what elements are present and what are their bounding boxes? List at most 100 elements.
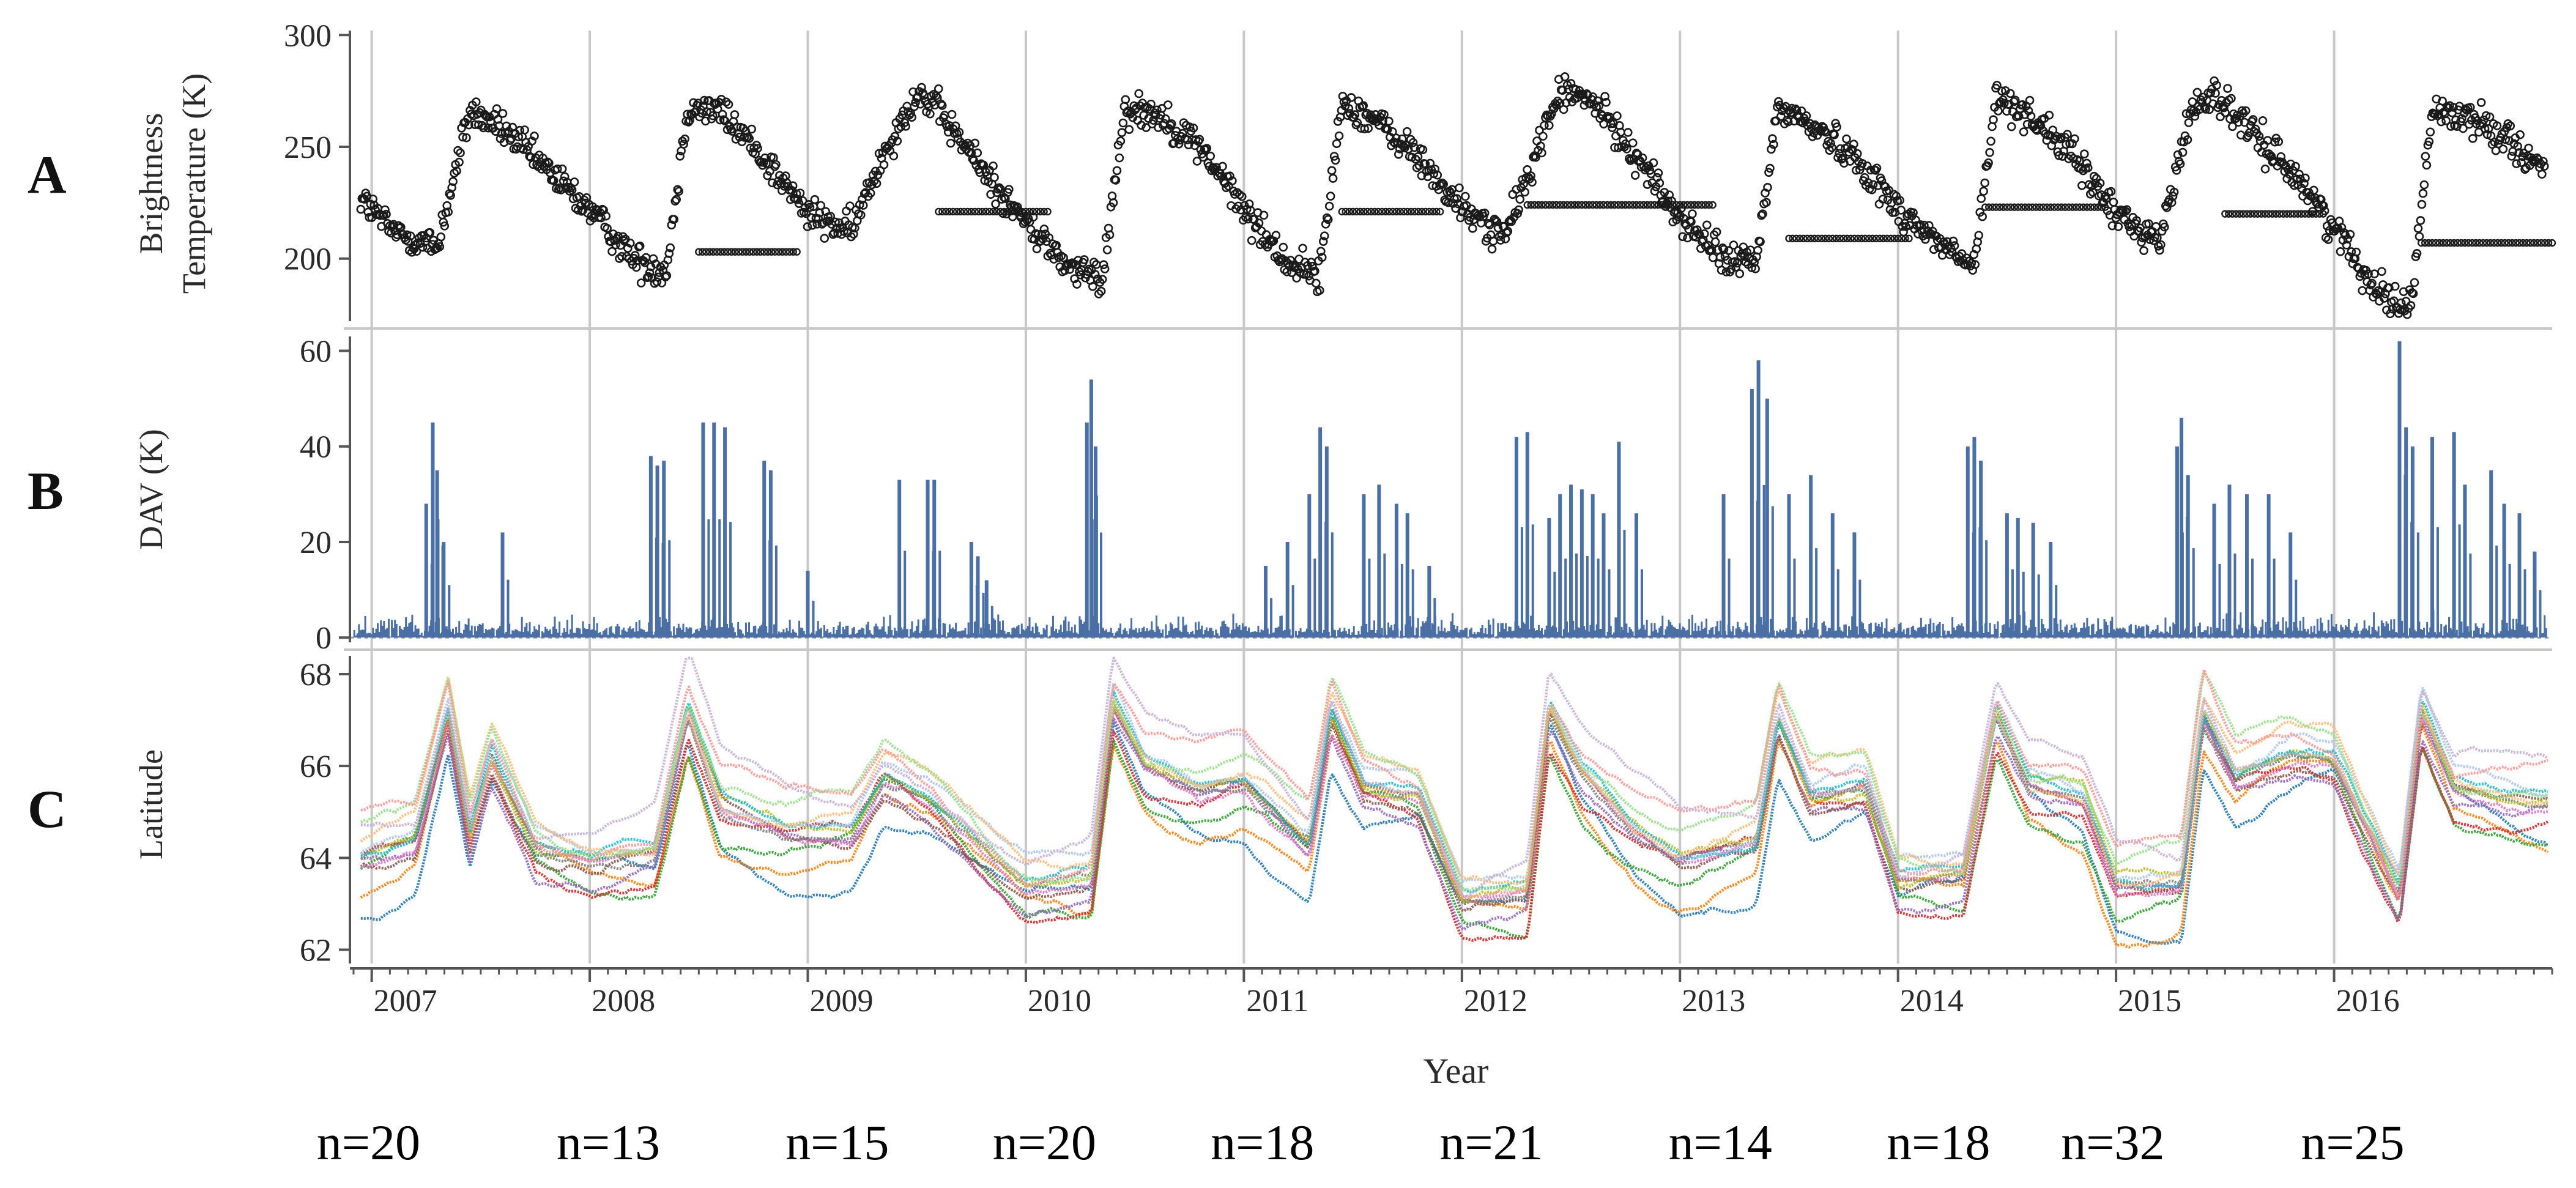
bt-point — [1225, 171, 1234, 181]
bt-point — [425, 228, 435, 237]
bt-point — [1332, 139, 1342, 149]
bt-point — [2292, 174, 2301, 184]
bt-point — [1863, 178, 1873, 188]
bt-point — [1121, 95, 1130, 105]
bt-point — [1872, 163, 1882, 173]
y-tick-label: 20 — [300, 525, 332, 560]
bt-point — [1712, 227, 1721, 237]
y-tick-label: 60 — [300, 334, 332, 369]
bt-point — [456, 148, 465, 158]
bt-flat-point — [2276, 210, 2284, 218]
bt-point — [1772, 116, 1781, 125]
bt-point — [1985, 147, 1994, 157]
bt-point — [1146, 99, 1156, 109]
bt-point — [1418, 145, 1428, 155]
bt-flat-point — [1585, 201, 1593, 209]
bt-point — [700, 95, 709, 105]
bt-flat-point — [2036, 203, 2044, 211]
bt-point — [2183, 135, 2192, 144]
bt-flat-point — [1836, 234, 1844, 243]
bt-point — [2343, 234, 2353, 244]
bt-point — [614, 231, 623, 241]
bt-point — [1408, 138, 1418, 147]
bt-flat-point — [1014, 207, 1023, 216]
bt-point — [1683, 233, 1692, 243]
bt-flat-point — [2454, 239, 2462, 247]
bt-point — [383, 219, 392, 228]
bt-point — [2412, 249, 2422, 258]
bt-point — [412, 247, 421, 256]
bt-flat-point — [1643, 201, 1651, 209]
bt-flat-point — [1004, 207, 1012, 216]
bt-point — [2498, 144, 2508, 154]
bt-point — [1942, 237, 1952, 247]
bt-flat-point — [997, 207, 1004, 216]
bt-point — [730, 110, 740, 119]
bt-point — [1560, 72, 1570, 81]
bt-point — [2175, 159, 2185, 169]
bt-flat-point — [2279, 210, 2287, 218]
bt-point — [1360, 124, 1370, 133]
bt-flat-point — [1422, 207, 1430, 216]
bt-flat-point — [1411, 207, 1419, 216]
bt-point — [2299, 179, 2309, 188]
bt-flat-point — [1374, 207, 1383, 216]
bt-flat-point — [935, 207, 943, 216]
bt-flat-point — [727, 248, 735, 256]
bt-point — [1800, 116, 1810, 126]
bt-point — [2159, 222, 2169, 232]
bt-flat-point — [2541, 239, 2549, 247]
sample-count-label: n=18 — [1211, 1115, 1314, 1170]
bt-point — [1832, 122, 1841, 132]
bt-flat-point — [2246, 210, 2255, 218]
bt-point — [1631, 149, 1641, 158]
bt-point — [991, 199, 1000, 209]
bt-point — [382, 209, 391, 219]
bt-flat-point — [2032, 203, 2040, 211]
bt-point — [1202, 144, 1212, 153]
bt-point — [2228, 122, 2237, 132]
bt-flat-point — [2235, 210, 2244, 218]
bt-point — [1514, 205, 1524, 215]
bt-point — [2063, 130, 2072, 139]
x-tick-label: 2013 — [1682, 984, 1745, 1019]
bt-point — [1622, 144, 1631, 154]
sample-count-label: n=21 — [1439, 1115, 1543, 1170]
bt-point — [2476, 98, 2486, 107]
sample-count-label: n=18 — [1887, 1115, 1990, 1170]
bt-point — [645, 268, 655, 278]
bt-point — [452, 166, 461, 176]
bt-flat-point — [749, 248, 757, 256]
bt-point — [1702, 220, 1712, 230]
bt-point — [368, 195, 377, 204]
bt-point — [2248, 115, 2258, 124]
bt-flat-point — [699, 248, 707, 256]
bt-point — [1768, 134, 1777, 143]
y-tick-label: 0 — [316, 621, 332, 656]
bt-flat-point — [1796, 234, 1804, 243]
bt-point — [1310, 266, 1320, 276]
bt-point — [1515, 195, 1524, 204]
bt-point — [2459, 124, 2468, 133]
bt-point — [1097, 275, 1107, 284]
bt-flat-point — [1803, 234, 1811, 243]
bt-point — [1783, 117, 1793, 127]
bt-point — [1413, 152, 1423, 161]
bt-flat-point — [1847, 234, 1855, 243]
bt-flat-point — [1360, 207, 1368, 216]
bt-flat-point — [2548, 239, 2556, 247]
bt-point — [1808, 132, 1817, 141]
bt-point — [1192, 157, 1202, 166]
bt-flat-point — [1828, 234, 1836, 243]
bt-flat-point — [1040, 207, 1048, 216]
bt-point — [439, 217, 448, 227]
bt-flat-point — [2530, 239, 2538, 247]
bt-flat-point — [1709, 201, 1717, 209]
bt-point — [1826, 138, 1835, 148]
bt-point — [626, 239, 635, 248]
bt-point — [1461, 191, 1470, 201]
bt-flat-point — [1683, 201, 1691, 209]
bt-flat-point — [1018, 207, 1026, 216]
y-tick-label: 200 — [284, 242, 332, 277]
bt-flat-point — [1407, 207, 1415, 216]
